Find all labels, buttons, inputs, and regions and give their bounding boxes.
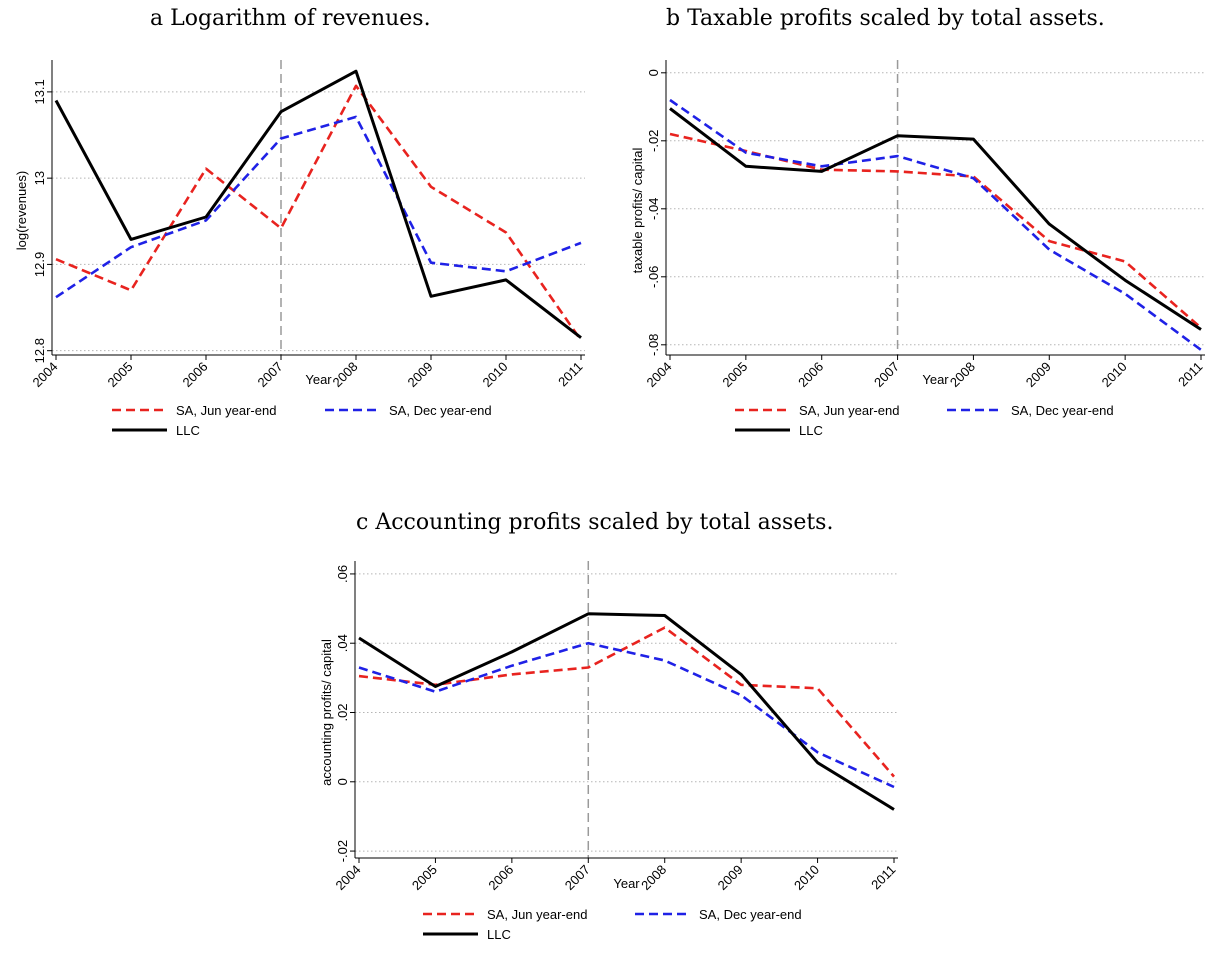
chart-c-xtick-label: 2010 [791,862,822,893]
chart-b-ytick-label: -.04 [646,198,661,220]
chart-a-title: a Logarithm of revenues. [150,6,431,31]
chart-b-series-dec-line [669,98,1202,351]
chart-c-xtick-label: 2006 [485,862,516,893]
chart-c-legend-label-llc: LLC [487,927,511,942]
chart-c-xtick-label: 2005 [409,862,440,893]
chart-a-ytick-label: 12.8 [32,338,47,363]
chart-c-legend-label-dec: SA, Dec year-end [699,907,802,922]
chart-c-ytick-label: -.02 [335,840,350,862]
chart-c-ytick-label: 0 [335,778,350,785]
chart-a-legend-label-jun: SA, Jun year-end [176,403,276,418]
chart-b-xlabel: Year [922,372,949,387]
chart-b-legend-label-llc: LLC [799,423,823,438]
chart-c-xtick-label: 2004 [332,862,363,893]
chart-c-series-jun-line [358,626,895,778]
chart-c-xtick-label: 2009 [715,862,746,893]
chart-a-series-llc-line [54,69,582,339]
chart-c-ytick-label: .06 [335,565,350,583]
chart-c-xlabel: Year [613,876,640,891]
chart-b-ytick-label: 0 [646,69,661,76]
chart-c-xtick-label: 2011 [868,862,898,892]
chart-b-ytick-label: -.08 [646,334,661,356]
chart-b-legend-label-dec: SA, Dec year-end [1011,403,1114,418]
chart-c-xtick-label: 2008 [638,862,669,893]
chart-a-series-dec-line [55,115,582,299]
chart-a-legend-label-dec: SA, Dec year-end [389,403,492,418]
chart-c-ytick-label: .04 [335,634,350,652]
chart-c-legend-label-jun: SA, Jun year-end [487,907,587,922]
chart-c-ytick-label: .02 [335,703,350,721]
chart-b-series-llc-line [669,107,1202,331]
chart-c-title: c Accounting profits scaled by total ass… [356,510,834,535]
chart-b-title: b Taxable profits scaled by total assets… [666,6,1105,31]
chart-b-ylabel: taxable profits/ capital [630,148,645,274]
chart-a-ytick-label: 12.9 [32,252,47,277]
chart-a-series-jun-line [55,84,583,342]
chart-c-ylabel: accounting profits/ capital [319,639,334,786]
chart-c-xtick-label: 2007 [562,862,593,893]
chart-a-ylabel: log(revenues) [14,171,29,251]
chart-c-series-dec-line [358,641,895,789]
chart-b-ytick-label: -.02 [646,130,661,152]
chart-c-series-llc-line [358,612,895,811]
chart-a-xlabel: Year [305,372,332,387]
chart-b-ytick-label: -.06 [646,266,661,288]
chart-a-ytick-label: 13 [32,171,47,185]
chart-a-ytick-label: 13.1 [32,79,47,104]
chart-b-legend-label-jun: SA, Jun year-end [799,403,899,418]
chart-a-legend-label-llc: LLC [176,423,200,438]
